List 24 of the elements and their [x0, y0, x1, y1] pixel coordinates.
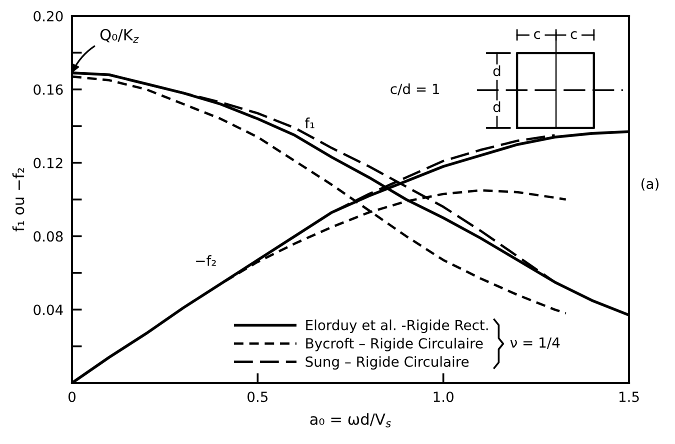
x-tick-label: 0.5 [248, 392, 268, 402]
annotation: c [534, 31, 540, 40]
y-tick-label: 0.08 [34, 231, 63, 242]
annotation: c [570, 31, 577, 40]
x-tick-label: 1.0 [434, 392, 454, 402]
legend-label: Bycroft – Rigide Circulaire [306, 338, 483, 352]
annotation: −f₂ [196, 255, 216, 266]
x-tick-label: 1.5 [619, 392, 639, 402]
annotation: c/d = 1 [390, 83, 440, 96]
legend-label: Elorduy et al. -Rigide Rect. [306, 320, 488, 333]
x-tick-label: 0 [68, 392, 76, 402]
y-tick-label: 0.04 [34, 304, 63, 316]
y-tick-label: 0.16 [34, 84, 63, 95]
annotation: f₁ [304, 118, 314, 128]
x-axis-title: a₀ = ωd/V$_{s}$ [310, 413, 391, 428]
y-tick-label: 0.12 [34, 158, 62, 168]
y-axis-title: f₁ ou −f₂ [12, 168, 24, 232]
annotation: d [493, 101, 500, 112]
annotation: d [493, 65, 500, 76]
legend-label: Sung – Rigide Circulaire [306, 356, 469, 370]
annotation: Q₀/K$_{z}$ [100, 28, 139, 43]
y-tick-label: 0.20 [34, 10, 63, 22]
annotation: ν = 1/4 [510, 337, 560, 349]
text: (a) [642, 178, 658, 191]
